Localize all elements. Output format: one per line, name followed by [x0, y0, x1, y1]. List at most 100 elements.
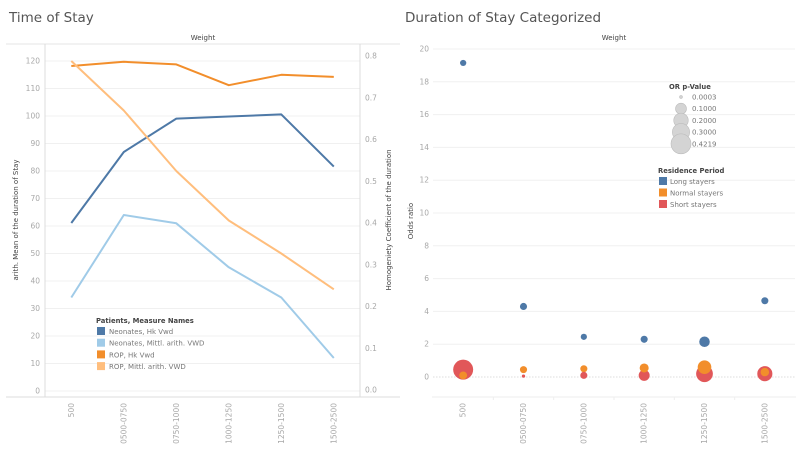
size-legend-item: 0.3000: [692, 129, 717, 137]
bubble-point: [519, 366, 528, 374]
legend-swatch: [659, 177, 667, 185]
y-tick-label: 70: [30, 194, 40, 203]
x-tick-label: 500: [459, 403, 468, 418]
y-tick-label: 80: [30, 167, 40, 176]
y-tick-label: 12: [419, 176, 429, 185]
bubble-point: [459, 371, 468, 380]
y-tick-label: 20: [419, 45, 429, 54]
x-tick-label: 500: [67, 403, 76, 418]
series-line: [70, 214, 335, 359]
y-tick-label: 90: [30, 139, 40, 148]
y-tick-label: 6: [424, 274, 429, 283]
size-legend-title: OR p-Value: [669, 83, 711, 91]
y2-tick-label: 0.6: [365, 135, 377, 144]
bubble-point: [640, 335, 648, 343]
legend-item: Neonates, Hk Vwd: [109, 328, 173, 336]
y-tick-label: 2: [424, 340, 429, 349]
legend-swatch: [659, 188, 667, 197]
size-legend-item: 0.0003: [692, 94, 717, 102]
left-y-axis-label: arith. Mean of the duration of Stay: [12, 160, 20, 281]
y2-tick-label: 0.8: [365, 52, 377, 61]
size-legend-item: 0.4219: [692, 140, 717, 148]
legend-title: Patients, Measure Names: [96, 317, 194, 325]
y-axis-label: Odds ratio: [407, 203, 415, 239]
y-tick-label: 14: [419, 143, 429, 152]
y-tick-label: 30: [30, 304, 40, 313]
x-tick-label: 0500-0750: [519, 403, 528, 444]
x-tick-label: 1000-1250: [640, 403, 649, 444]
y-tick-label: 10: [30, 359, 40, 368]
x-tick-label: 1250-1500: [277, 403, 286, 444]
bubble-point: [453, 359, 474, 380]
y2-tick-label: 0.1: [365, 344, 377, 353]
header-weight: Weight: [191, 34, 216, 42]
legend-swatch: [97, 338, 105, 347]
y2-tick-label: 0.7: [365, 93, 377, 102]
bubble-point: [638, 369, 650, 381]
x-ticks: 500 0500-0750 0750-1000 1000-1250 1250-1500 1…: [67, 403, 339, 444]
bubble-point: [580, 333, 587, 340]
y-tick-label: 20: [30, 332, 40, 341]
line-series: [70, 60, 335, 359]
color-legend: Residence Period Long stayers Normal staye…: [658, 167, 724, 209]
x-ticks: 500 0500-0750 0750-1000 1000-1250 1250-1500 1…: [459, 403, 770, 444]
y2-tick-label: 0.3: [365, 260, 377, 269]
bubble-point: [580, 371, 588, 379]
size-legend: OR p-Value 0.0003 0.1000 0.2000 0.3000 0.4219: [669, 83, 717, 155]
y-ticks: 0 2 4 6 8 10 12 14 16 18 20: [419, 45, 429, 382]
y-tick-label: 4: [424, 307, 429, 316]
bubble-point: [460, 59, 467, 67]
x-tick-label: 1500-2500: [760, 403, 769, 444]
x-tick-label: 0750-1000: [172, 403, 181, 444]
y2-tick-label: 0.4: [365, 219, 377, 228]
right-y-axis-label: Homogeniety Coefficient of the duration: [385, 149, 393, 290]
series-line: [70, 60, 335, 291]
y-tick-label: 10: [419, 209, 429, 218]
right-chart-title: Duration of Stay Categorized: [405, 10, 602, 26]
y-tick-label: 40: [30, 277, 40, 286]
bubble-point: [760, 367, 770, 377]
legend-swatch: [97, 362, 105, 371]
bubble-point: [521, 374, 526, 378]
y-tick-label: 0: [424, 373, 429, 382]
bubble-series: [453, 59, 773, 383]
y-tick-label: 16: [419, 110, 429, 119]
y-tick-label: 120: [26, 57, 41, 66]
x-tick-label: 1000-1250: [224, 403, 233, 444]
size-legend-bubble: [675, 102, 687, 115]
bubble-point: [699, 336, 710, 347]
header-weight: Weight: [602, 34, 627, 42]
legend-item: ROP, Mittl. arith. VWD: [109, 363, 186, 371]
y-tick-label: 60: [30, 222, 40, 231]
left-chart-title: Time of Stay: [9, 10, 94, 26]
y2-tick-label: 0.0: [365, 386, 377, 395]
legend-item: Short stayers: [670, 201, 717, 209]
y-tick-label: 110: [26, 84, 41, 93]
bubble-point: [580, 365, 588, 373]
bubble-point: [761, 297, 769, 305]
legend: Patients, Measure Names Neonates, Hk Vwd N…: [96, 317, 204, 371]
x-tick-label: 0750-1000: [579, 403, 588, 444]
gridlines: [45, 60, 360, 392]
size-legend-item: 0.1000: [692, 105, 717, 113]
legend-item: Long stayers: [670, 178, 715, 186]
series-line: [71, 60, 334, 87]
y-tick-label: 8: [424, 241, 429, 250]
y2-tick-label: 0.5: [365, 177, 377, 186]
x-tick-label: 1500-2500: [329, 403, 338, 444]
y-tick-label: 18: [419, 77, 429, 86]
left-y-ticks: 0 10 20 30 40 50 60 70 80 90 100 110 120: [26, 57, 41, 396]
y-tick-label: 100: [26, 112, 41, 121]
right-y-ticks: 0.0 0.1 0.2 0.3 0.4 0.5 0.6 0.7 0.8: [365, 52, 377, 395]
legend-swatch: [659, 200, 667, 208]
legend-swatch: [97, 327, 105, 335]
size-legend-bubble: [679, 95, 683, 99]
size-legend-bubble: [670, 133, 692, 155]
legend-item: ROP, Hk Vwd: [109, 351, 155, 359]
size-legend-item: 0.2000: [692, 117, 717, 125]
color-legend-title: Residence Period: [658, 167, 724, 175]
legend-item: Neonates, Mittl. arith. VWD: [109, 340, 204, 348]
gridlines: [433, 48, 795, 400]
